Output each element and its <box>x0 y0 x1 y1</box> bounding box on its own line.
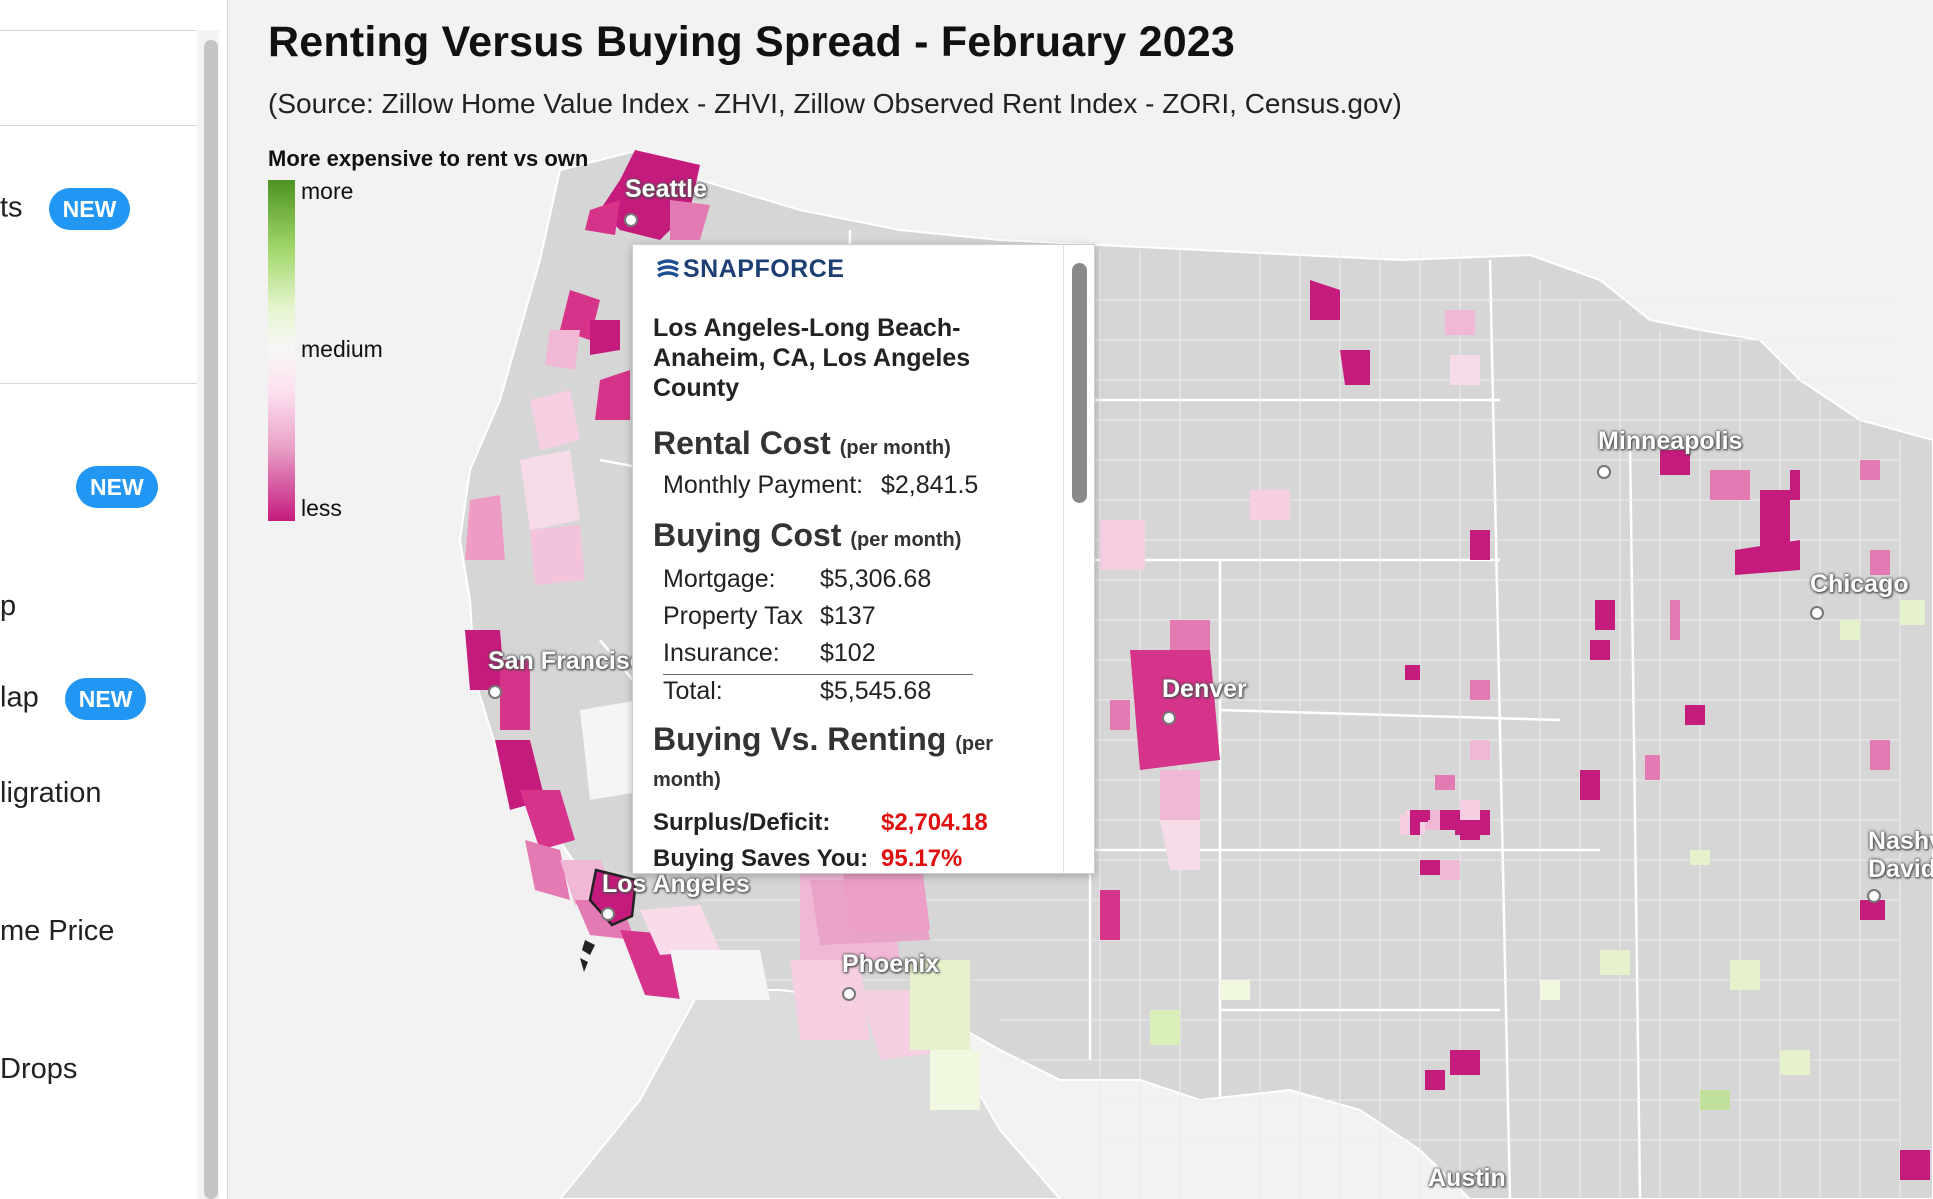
region-tooltip: SNAPFORCE Los Angeles-Long Beach- Anahei… <box>632 244 1095 874</box>
city-label-davidson: David <box>1868 855 1933 883</box>
surplus-value: $2,704.18 <box>881 809 988 836</box>
mortgage-label: Mortgage: <box>663 565 776 593</box>
sidebar-item-label: Drops <box>0 1053 78 1085</box>
total-label: Total: <box>663 677 723 705</box>
sidebar-item-3[interactable]: p <box>0 590 16 623</box>
region-line: County <box>653 374 740 402</box>
city-marker[interactable] <box>601 907 615 921</box>
legend-label-less: less <box>301 495 342 521</box>
city-label-austin: Austin <box>1428 1164 1506 1192</box>
region-line: Los Angeles-Long Beach- <box>653 314 961 342</box>
city-label-los-angeles: Los Angeles <box>602 870 750 898</box>
city-marker[interactable] <box>1867 889 1881 903</box>
sidebar-item-label: me Price <box>0 915 115 947</box>
sidebar-divider <box>0 383 198 384</box>
mortgage-value: $5,306.68 <box>820 565 932 593</box>
surplus-label: Surplus/Deficit: <box>653 809 831 836</box>
total-divider <box>663 674 973 675</box>
buying-vs-renting-heading: Buying Vs. Renting (per <box>653 721 994 757</box>
monthly-payment-label: Monthly Payment: <box>663 471 864 499</box>
total-value: $5,545.68 <box>820 677 932 705</box>
legend-title: More expensive to rent vs own <box>268 146 589 171</box>
sidebar-item-7[interactable]: Drops <box>0 1053 77 1086</box>
sidebar: ts NEW NEW p lap NEW ligration me Price … <box>0 0 228 1199</box>
sidebar-item-label: p <box>0 590 17 622</box>
city-label-denver: Denver <box>1162 675 1247 703</box>
sidebar-scrollbar-thumb[interactable] <box>204 40 218 1199</box>
city-marker[interactable] <box>624 213 638 227</box>
sidebar-item-label: ts <box>0 191 23 224</box>
city-label-chicago: Chicago <box>1810 570 1909 598</box>
new-badge: NEW <box>76 466 158 508</box>
city-label-nashville: Nashv <box>1868 827 1933 855</box>
county-highlights <box>465 150 1930 1180</box>
new-badge: NEW <box>64 678 147 720</box>
data-source: (Source: Zillow Home Value Index - ZHVI,… <box>268 88 1402 119</box>
snapforce-icon <box>657 258 679 278</box>
map-background-top <box>540 0 1933 120</box>
buying-cost-heading: Buying Cost (per month) <box>653 517 962 553</box>
legend-label-medium: medium <box>301 336 383 362</box>
new-badge: NEW <box>48 188 131 230</box>
rental-cost-heading: Rental Cost (per month) <box>653 425 951 461</box>
city-label-phoenix: Phoenix <box>842 950 940 978</box>
monthly-payment-value: $2,841.5 <box>881 471 979 499</box>
city-label-san-francisco: San Francisco <box>488 647 659 675</box>
insurance-label: Insurance: <box>663 639 780 667</box>
sidebar-item-4[interactable]: lap NEW <box>0 678 147 720</box>
property-tax-value: $137 <box>820 602 876 630</box>
property-tax-label: Property Tax <box>663 602 803 630</box>
sidebar-divider <box>0 30 198 31</box>
city-marker[interactable] <box>488 685 502 699</box>
sidebar-divider <box>0 125 198 126</box>
insurance-value: $102 <box>820 639 876 667</box>
sidebar-item-label: lap <box>0 681 39 714</box>
sidebar-item-2[interactable]: NEW <box>76 466 158 508</box>
legend-color-bar <box>268 180 295 521</box>
sidebar-item-5[interactable]: ligration <box>0 777 102 810</box>
tooltip-region-name: Los Angeles-Long Beach- Anaheim, CA, Los… <box>653 313 970 403</box>
city-marker[interactable] <box>1162 711 1176 725</box>
region-line: Anaheim, CA, Los Angeles <box>653 344 971 372</box>
city-label-minneapolis: Minneapolis <box>1598 427 1743 455</box>
city-label-seattle: Seattle <box>625 175 707 203</box>
vs-unit: month) <box>653 769 721 791</box>
snapforce-logo: SNAPFORCE <box>655 255 844 284</box>
tooltip-scrollbar-thumb[interactable] <box>1072 263 1087 503</box>
sidebar-item-1[interactable]: ts NEW <box>0 188 131 230</box>
city-marker[interactable] <box>842 987 856 1001</box>
city-marker[interactable] <box>1597 465 1611 479</box>
city-marker[interactable] <box>1810 606 1824 620</box>
page-title: Renting Versus Buying Spread - February … <box>268 18 1236 66</box>
sidebar-item-label: ligration <box>0 777 102 809</box>
saves-value: 95.17% <box>881 845 963 872</box>
legend-label-more: more <box>301 178 354 204</box>
saves-label: Buying Saves You: <box>653 845 869 872</box>
logo-text: SNAPFORCE <box>683 255 845 283</box>
sidebar-item-6[interactable]: me Price <box>0 915 114 948</box>
